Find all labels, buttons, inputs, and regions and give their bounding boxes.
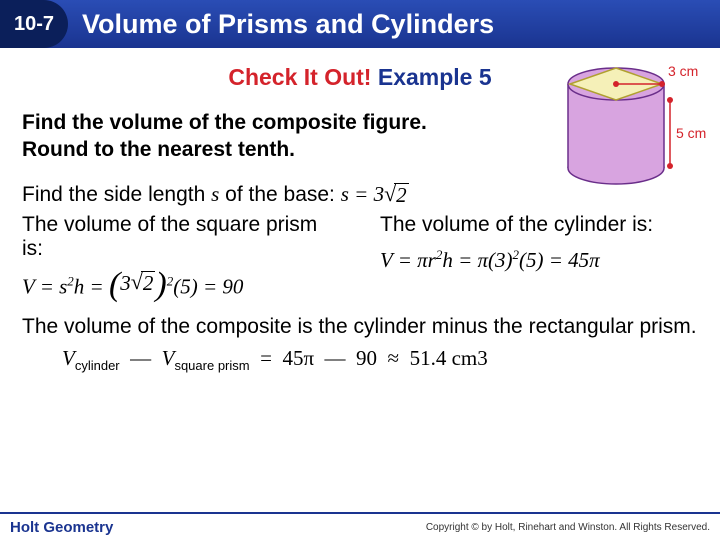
figure-diagram: 3 cm 5 cm — [556, 56, 706, 196]
right-column: The volume of the cylinder is: V = πr2h … — [380, 213, 698, 299]
left-column: The volume of the square prism is: V = s… — [22, 213, 340, 299]
header-bar: 10-7 Volume of Prisms and Cylinders — [0, 0, 720, 48]
footer-right: Copyright © by Holt, Rinehart and Winsto… — [426, 522, 710, 533]
right-equation: V = πr2h = π(3)2(5) = 45π — [380, 247, 698, 273]
step1-mid: of the base: — [219, 183, 340, 206]
summary-text: The volume of the composite is the cylin… — [22, 313, 698, 340]
footer-left: Holt Geometry — [10, 519, 113, 536]
step1-equation: s = 3√2 — [341, 182, 409, 206]
lesson-badge: 10-7 — [0, 0, 68, 48]
final-equation: Vcylinder — Vsquare prism = 45π — 90 ≈ 5… — [22, 346, 698, 373]
left-equation: V = s2h = (3√2) 2(5) = 90 — [22, 271, 340, 299]
problem-prompt: Find the volume of the composite figure.… — [22, 109, 442, 164]
two-column-work: The volume of the square prism is: V = s… — [22, 213, 698, 299]
right-text: The volume of the cylinder is: — [380, 213, 698, 237]
step1-prefix: Find the side length — [22, 183, 211, 206]
height-label: 5 cm — [676, 125, 706, 141]
example-label: Example 5 — [378, 64, 492, 90]
footer: Holt Geometry Copyright © by Holt, Rineh… — [0, 512, 720, 540]
header-title: Volume of Prisms and Cylinders — [68, 0, 720, 48]
radius-label: 3 cm — [668, 63, 698, 79]
check-label: Check It Out! — [228, 64, 371, 90]
left-text: The volume of the square prism is: — [22, 213, 340, 261]
